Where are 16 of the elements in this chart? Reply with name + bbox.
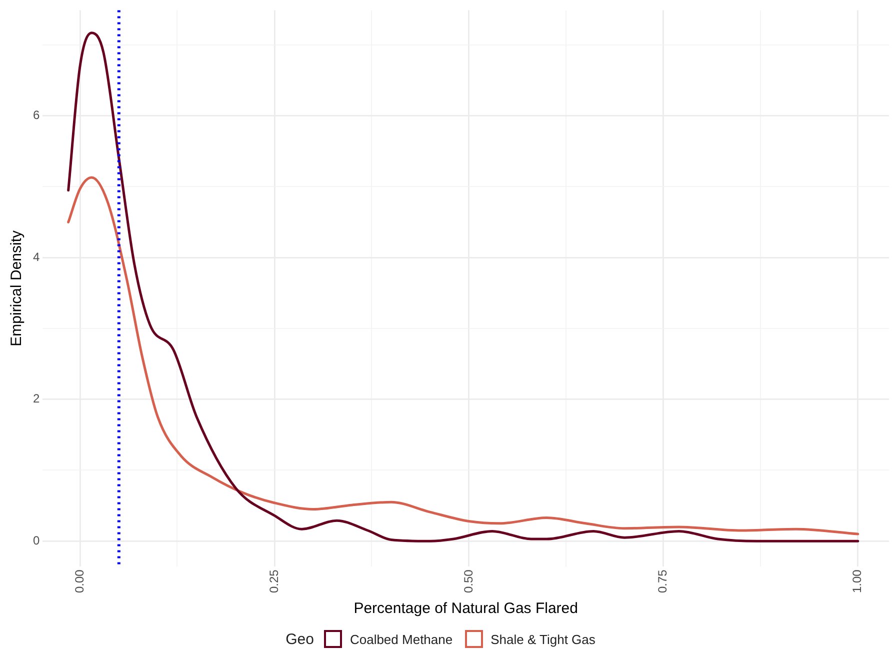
y-tick-label: 6 [32,108,40,122]
legend-label: Coalbed Methane [350,632,453,646]
y-tick-label: 2 [32,392,40,406]
y-tick-label: 0 [32,533,40,548]
x-axis-title: Percentage of Natural Gas Flared [354,600,578,618]
legend-label: Shale & Tight Gas [490,632,596,646]
line-series [67,32,860,542]
x-tick-label: 0.50 [461,569,476,594]
legend-title: Geo [286,630,314,648]
x-tick-label: 1.00 [850,569,864,594]
x-tick-label: 0.25 [266,569,281,594]
y-axis-title: Empirical Density [8,230,26,346]
x-tick-label: 0.75 [656,569,670,594]
x-tick-label: 0.00 [72,569,86,594]
y-tick-label: 4 [32,250,40,264]
line-series [67,176,860,536]
